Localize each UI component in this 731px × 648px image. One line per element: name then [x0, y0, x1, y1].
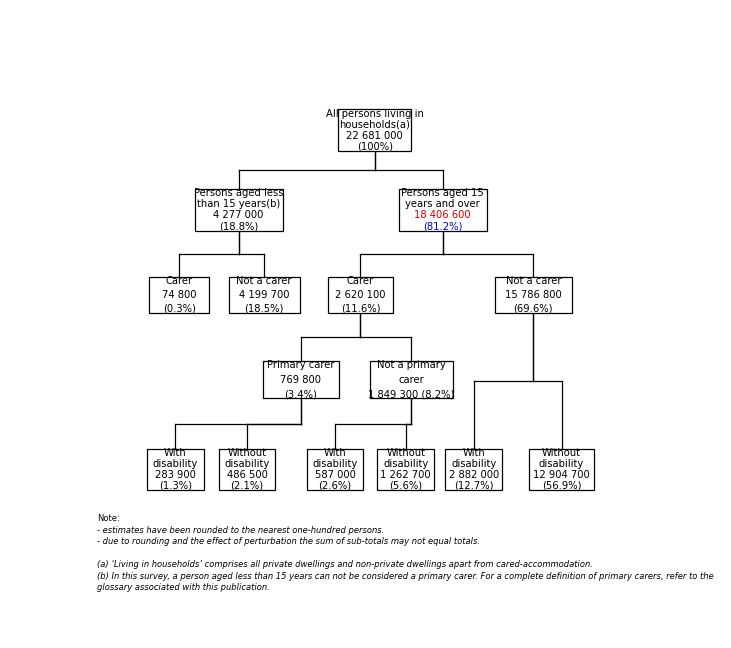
FancyBboxPatch shape	[398, 189, 487, 231]
Text: (0.3%): (0.3%)	[163, 304, 196, 314]
Text: Without: Without	[227, 448, 267, 459]
Text: Persons aged less: Persons aged less	[194, 189, 284, 198]
Text: years and over: years and over	[405, 200, 480, 209]
Text: 74 800: 74 800	[162, 290, 197, 300]
Text: Not a primary: Not a primary	[377, 360, 446, 370]
Text: disability: disability	[451, 459, 496, 469]
Text: (18.5%): (18.5%)	[244, 304, 284, 314]
FancyBboxPatch shape	[377, 449, 434, 490]
Text: (2.6%): (2.6%)	[319, 480, 352, 491]
Text: than 15 years(b): than 15 years(b)	[197, 200, 280, 209]
Text: (3.4%): (3.4%)	[284, 389, 317, 399]
Text: (1.3%): (1.3%)	[159, 480, 192, 491]
FancyBboxPatch shape	[307, 449, 363, 490]
Text: 4 277 000: 4 277 000	[213, 211, 264, 220]
FancyBboxPatch shape	[445, 449, 502, 490]
Text: 2 882 000: 2 882 000	[449, 470, 499, 480]
Text: 4 199 700: 4 199 700	[239, 290, 289, 300]
Text: All persons living in: All persons living in	[326, 109, 423, 119]
Text: 2 620 100: 2 620 100	[336, 290, 386, 300]
Text: Not a carer: Not a carer	[236, 276, 292, 286]
Text: 12 904 700: 12 904 700	[533, 470, 590, 480]
Text: Primary carer: Primary carer	[268, 360, 335, 370]
Text: households(a): households(a)	[339, 120, 410, 130]
Text: 587 000: 587 000	[314, 470, 355, 480]
Text: - estimates have been rounded to the nearest one-hundred persons.: - estimates have been rounded to the nea…	[97, 526, 385, 535]
FancyBboxPatch shape	[328, 277, 393, 313]
Text: 15 786 800: 15 786 800	[505, 290, 561, 300]
Text: (81.2%): (81.2%)	[423, 222, 462, 231]
Text: Without: Without	[542, 448, 581, 459]
Text: carer: carer	[398, 375, 424, 385]
Text: (18.8%): (18.8%)	[219, 222, 258, 231]
FancyBboxPatch shape	[495, 277, 572, 313]
Text: 1 262 700: 1 262 700	[380, 470, 431, 480]
FancyBboxPatch shape	[262, 361, 339, 399]
FancyBboxPatch shape	[149, 277, 209, 313]
Text: 769 800: 769 800	[281, 375, 322, 385]
Text: Carer: Carer	[166, 276, 193, 286]
Text: Not a carer: Not a carer	[506, 276, 561, 286]
FancyBboxPatch shape	[338, 109, 412, 152]
FancyBboxPatch shape	[229, 277, 300, 313]
Text: glossary associated with this publication.: glossary associated with this publicatio…	[97, 583, 270, 592]
Text: (2.1%): (2.1%)	[230, 480, 264, 491]
Text: 283 900: 283 900	[155, 470, 196, 480]
Text: (56.9%): (56.9%)	[542, 480, 581, 491]
Text: Carer: Carer	[347, 276, 374, 286]
FancyBboxPatch shape	[194, 189, 283, 231]
Text: With: With	[164, 448, 186, 459]
Text: disability: disability	[224, 459, 270, 469]
FancyBboxPatch shape	[371, 361, 452, 399]
Text: (a) ‘Living in households’ comprises all private dwellings and non-private dwell: (a) ‘Living in households’ comprises all…	[97, 561, 593, 569]
Text: (100%): (100%)	[357, 142, 393, 152]
Text: With: With	[463, 448, 485, 459]
Text: (5.6%): (5.6%)	[389, 480, 423, 491]
Text: With: With	[324, 448, 346, 459]
Text: disability: disability	[539, 459, 584, 469]
Text: disability: disability	[383, 459, 428, 469]
FancyBboxPatch shape	[147, 449, 203, 490]
Text: Note:: Note:	[97, 515, 120, 524]
Text: 18 406 600: 18 406 600	[414, 211, 471, 220]
Text: (12.7%): (12.7%)	[454, 480, 493, 491]
FancyBboxPatch shape	[219, 449, 276, 490]
Text: disability: disability	[153, 459, 198, 469]
Text: Persons aged 15: Persons aged 15	[401, 189, 484, 198]
Text: disability: disability	[312, 459, 357, 469]
Text: Without: Without	[386, 448, 425, 459]
FancyBboxPatch shape	[529, 449, 594, 490]
Text: (b) In this survey, a person aged less than 15 years can not be considered a pri: (b) In this survey, a person aged less t…	[97, 572, 713, 581]
Text: 1 849 300 (8.2%): 1 849 300 (8.2%)	[368, 389, 455, 399]
Text: 486 500: 486 500	[227, 470, 268, 480]
Text: 22 681 000: 22 681 000	[346, 131, 403, 141]
Text: - due to rounding and the effect of perturbation the sum of sub-totals may not e: - due to rounding and the effect of pert…	[97, 537, 480, 546]
Text: (69.6%): (69.6%)	[513, 304, 553, 314]
Text: (11.6%): (11.6%)	[341, 304, 380, 314]
